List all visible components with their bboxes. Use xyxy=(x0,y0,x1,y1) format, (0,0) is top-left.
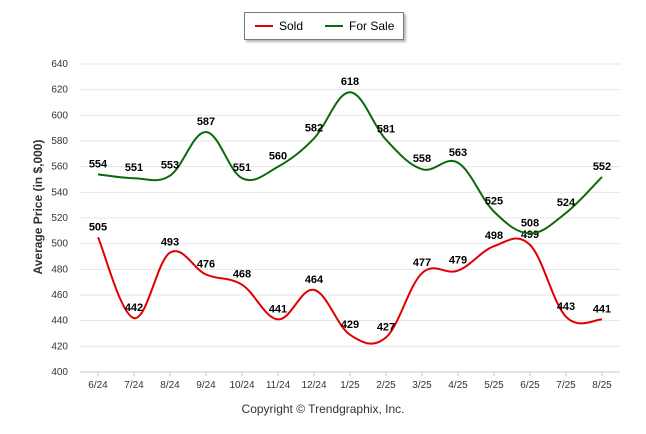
data-label-sold: 427 xyxy=(377,321,395,333)
copyright-text: Copyright © Trendgraphix, Inc. xyxy=(241,402,405,416)
data-label-for-sale: 551 xyxy=(233,162,251,174)
y-tick-label-640: 640 xyxy=(51,59,68,70)
data-label-sold: 441 xyxy=(269,303,287,315)
x-tick-label-9-24: 9/24 xyxy=(196,380,216,391)
data-label-for-sale: 618 xyxy=(341,76,359,88)
y-tick-label-520: 520 xyxy=(51,213,68,224)
x-tick-label-1-25: 1/25 xyxy=(340,380,360,391)
data-label-for-sale: 587 xyxy=(197,116,215,128)
data-label-sold: 477 xyxy=(413,257,431,269)
legend-item-sold[interactable]: Sold xyxy=(255,19,303,33)
series-line-sold xyxy=(97,236,603,345)
x-tick-label-10-24: 10/24 xyxy=(229,380,254,391)
y-tick-label-400: 400 xyxy=(51,367,68,378)
data-label-for-sale: 551 xyxy=(125,162,143,174)
data-label-for-sale: 560 xyxy=(269,151,287,163)
data-label-sold: 464 xyxy=(305,274,324,286)
data-label-sold: 493 xyxy=(161,237,179,249)
x-tick-label-4-25: 4/25 xyxy=(448,380,468,391)
data-label-for-sale: 552 xyxy=(593,161,611,173)
x-tick-label-8-25: 8/25 xyxy=(592,380,612,391)
x-tick-label-2-25: 2/25 xyxy=(376,380,396,391)
x-tick-label-11-24: 11/24 xyxy=(266,380,291,391)
legend-swatch-for-sale xyxy=(325,25,344,27)
series-line-for-sale xyxy=(97,91,603,235)
data-label-for-sale: 581 xyxy=(377,124,395,136)
data-label-for-sale: 558 xyxy=(413,153,431,165)
x-tick-label-7-24: 7/24 xyxy=(124,380,144,391)
data-label-sold: 479 xyxy=(449,255,467,267)
legend-swatch-sold xyxy=(255,25,273,27)
data-label-for-sale: 582 xyxy=(305,122,323,134)
data-label-sold: 443 xyxy=(557,301,575,313)
data-label-for-sale: 563 xyxy=(449,147,467,159)
data-label-sold: 499 xyxy=(521,229,539,241)
x-tick-label-12-24: 12/24 xyxy=(301,380,326,391)
data-label-for-sale: 524 xyxy=(557,197,576,209)
data-label-sold: 476 xyxy=(197,258,215,270)
legend-label-sold: Sold xyxy=(279,19,304,33)
x-tick-label-6-24: 6/24 xyxy=(88,380,108,391)
x-tick-label-6-25: 6/25 xyxy=(520,380,540,391)
data-label-for-sale: 553 xyxy=(161,160,179,172)
chart-legend: Sold For Sale xyxy=(244,12,404,40)
y-tick-label-620: 620 xyxy=(51,85,68,96)
x-tick-label-5-25: 5/25 xyxy=(484,380,504,391)
data-label-sold: 429 xyxy=(341,319,359,331)
legend-item-for-sale[interactable]: For Sale xyxy=(325,19,394,33)
y-tick-label-500: 500 xyxy=(51,239,68,250)
y-tick-label-440: 440 xyxy=(51,316,68,327)
data-label-for-sale: 508 xyxy=(521,217,539,229)
y-tick-label-460: 460 xyxy=(51,290,68,301)
legend-label-for-sale: For Sale xyxy=(349,19,395,33)
data-label-sold: 498 xyxy=(485,230,503,242)
data-label-for-sale: 525 xyxy=(485,196,503,208)
x-tick-label-3-25: 3/25 xyxy=(412,380,432,391)
data-label-sold: 468 xyxy=(233,269,251,281)
y-tick-label-600: 600 xyxy=(51,110,68,121)
y-tick-label-580: 580 xyxy=(51,136,68,147)
data-label-sold: 442 xyxy=(125,302,143,314)
y-tick-label-540: 540 xyxy=(51,187,68,198)
x-tick-label-7-25: 7/25 xyxy=(556,380,576,391)
data-label-sold: 441 xyxy=(593,303,611,315)
data-label-sold: 505 xyxy=(89,221,107,233)
y-tick-label-560: 560 xyxy=(51,162,68,173)
x-tick-label-8-24: 8/24 xyxy=(160,380,180,391)
data-label-for-sale: 554 xyxy=(89,158,108,170)
y-tick-label-480: 480 xyxy=(51,264,68,275)
y-tick-label-420: 420 xyxy=(51,341,68,352)
